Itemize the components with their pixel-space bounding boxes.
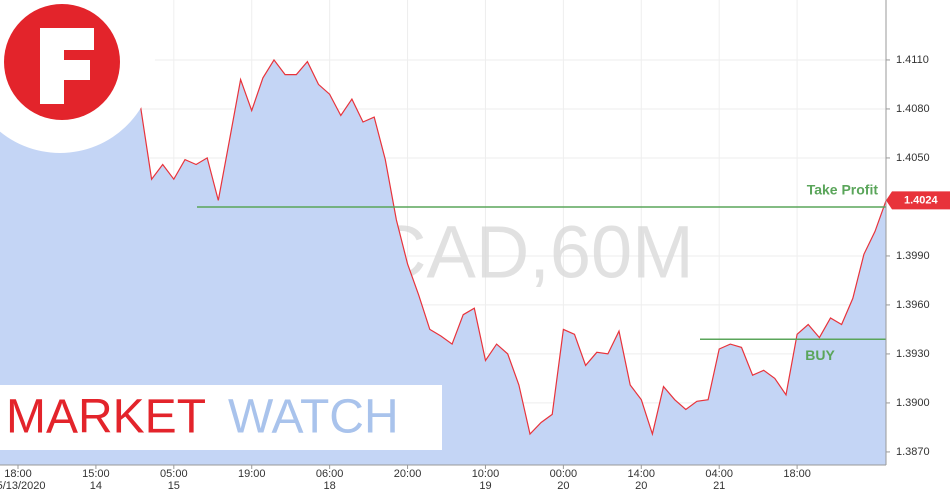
x-tick-label: 14:00 bbox=[628, 468, 656, 480]
x-tick-label: 19:00 bbox=[238, 468, 266, 480]
price-line bbox=[17, 58, 887, 437]
x-date-label: 05/13/2020 bbox=[0, 480, 46, 492]
price-marker bbox=[886, 191, 950, 210]
brand-second: WATCH bbox=[228, 391, 399, 444]
logo-mark bbox=[40, 28, 94, 104]
x-tick-label: 15:00 bbox=[82, 468, 110, 480]
axes: 1.4110 1.4080 1.4050 1.3990 1.3960 1.3930 1.39… bbox=[0, 54, 950, 492]
y-tick-label: 1.3870 bbox=[896, 446, 930, 458]
x-tick-label: 00:00 bbox=[550, 468, 578, 480]
price-marker-label: 1.4024 bbox=[904, 194, 939, 206]
x-date-label: 20 bbox=[635, 480, 647, 492]
plot: Take Profit BUY bbox=[0, 58, 887, 466]
x-tick-label: 18:00 bbox=[4, 468, 32, 480]
y-tick-label: 1.3990 bbox=[896, 250, 930, 262]
x-tick-label: 18:00 bbox=[783, 468, 811, 480]
level-label: Take Profit bbox=[807, 182, 879, 198]
x-date-label: 14 bbox=[90, 480, 102, 492]
x-date-label: 20 bbox=[557, 480, 569, 492]
x-date-label: 19 bbox=[479, 480, 491, 492]
x-date-label: 15 bbox=[168, 480, 180, 492]
y-tick-label: 1.4080 bbox=[896, 103, 930, 115]
brand-box bbox=[0, 385, 442, 450]
x-date-label: 21 bbox=[713, 480, 725, 492]
x-tick-label: 05:00 bbox=[160, 468, 188, 480]
x-date-label: 18 bbox=[324, 480, 336, 492]
x-tick-label: 20:00 bbox=[394, 468, 422, 480]
brand-first: MARKET bbox=[6, 391, 206, 444]
y-tick-label: 1.3930 bbox=[896, 348, 930, 360]
y-tick-label: 1.4050 bbox=[896, 152, 930, 164]
x-tick-label: 04:00 bbox=[705, 468, 733, 480]
y-tick-label: 1.4110 bbox=[896, 54, 929, 66]
level-label: BUY bbox=[805, 347, 835, 363]
y-tick-label: 1.3900 bbox=[896, 397, 930, 409]
x-tick-label: 10:00 bbox=[472, 468, 500, 480]
y-tick-label: 1.3960 bbox=[896, 299, 930, 311]
area bbox=[0, 59, 887, 466]
x-tick-label: 06:00 bbox=[316, 468, 344, 480]
